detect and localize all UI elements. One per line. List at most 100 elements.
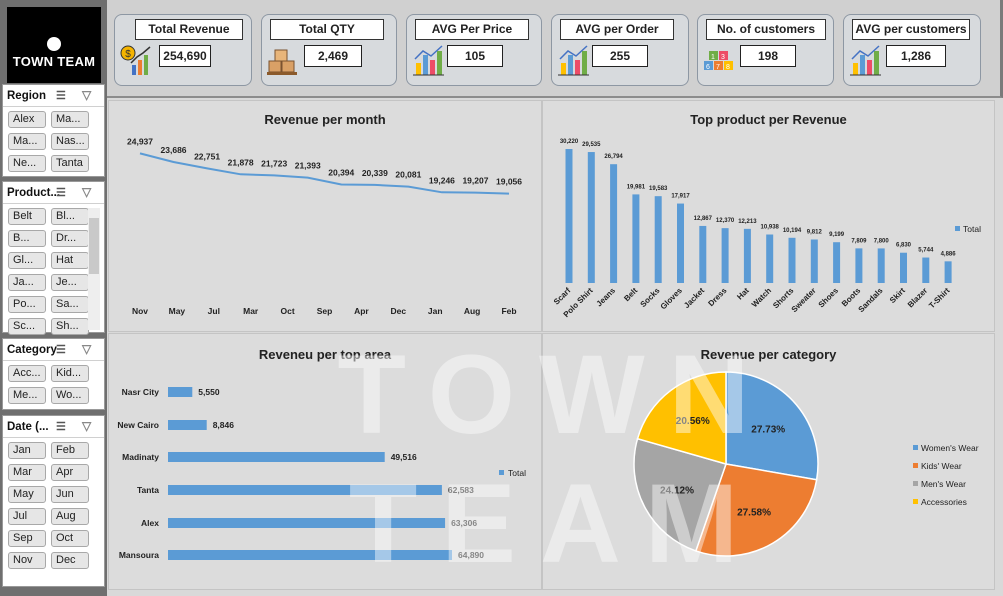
tick-label: Mar (243, 306, 259, 316)
slicer-chip[interactable]: Alex (8, 111, 46, 128)
bar (877, 248, 885, 283)
slicer-chip[interactable]: Gl... (8, 252, 46, 269)
slicer-chip[interactable]: Ne... (8, 155, 46, 172)
slice-label: 27.73% (751, 424, 785, 435)
slicer-chip[interactable]: Je... (51, 274, 89, 291)
data-label: 19,056 (496, 177, 522, 187)
line-chart: 24,937 23,686 22,751 21,878 21,723 21,393 20,3… (127, 136, 522, 316)
legend-label: Total (963, 224, 981, 234)
slicer-chip[interactable]: Aug (51, 508, 89, 525)
slicer-scrollbar[interactable] (88, 208, 100, 330)
slicer-chip[interactable]: Ja... (8, 274, 46, 291)
svg-text:1: 1 (711, 54, 715, 61)
category-label: Alex (141, 518, 159, 528)
multi-select-icon[interactable]: ☰ (56, 90, 66, 102)
slicer-chip[interactable]: Ma... (51, 111, 89, 128)
clear-filter-icon[interactable]: ▽ (82, 342, 92, 356)
bar (900, 252, 907, 283)
slicer-chip[interactable]: Jan (8, 442, 46, 459)
data-label: 21,723 (261, 158, 287, 168)
multi-select-icon[interactable]: ☰ (56, 421, 66, 433)
sidebar: TOWN TEAM Region ☰ ▽ Alex Ma... Ma... Nas... N… (0, 0, 107, 596)
slicer-chip[interactable]: Dr... (51, 230, 89, 247)
data-label: 62,583 (448, 485, 474, 495)
clear-filter-icon[interactable]: ▽ (82, 185, 92, 199)
slicer-chip[interactable]: Apr (51, 464, 89, 481)
bar (168, 550, 452, 560)
bar (833, 242, 841, 283)
slicer-chip[interactable]: Mar (8, 464, 46, 481)
slicer-chip[interactable]: Sh... (51, 318, 89, 335)
slicer-chip[interactable]: Nov (8, 552, 46, 569)
tick-label: Shoes (817, 286, 841, 310)
slicer-chip[interactable]: Sc... (8, 318, 46, 335)
slicer-chip[interactable]: Wo... (51, 387, 89, 404)
svg-text:$: $ (125, 49, 131, 60)
data-label: 12,213 (738, 219, 757, 225)
slicer-chip[interactable]: Me... (8, 387, 46, 404)
bar (654, 196, 662, 283)
slicer-chip[interactable]: Kid... (51, 365, 89, 382)
slicer-chip[interactable]: Tanta (51, 155, 89, 172)
tick-label: Gloves (659, 286, 685, 312)
bar-chart-icon (411, 43, 445, 77)
legend-swatch (499, 470, 504, 475)
tick-label: Feb (501, 306, 516, 316)
data-label: 63,306 (451, 518, 477, 528)
slicer-chip[interactable]: B... (8, 230, 46, 247)
slicer-chip[interactable]: May (8, 486, 46, 503)
slice-label: 20.56% (676, 416, 710, 427)
tick-label: Dec (391, 306, 407, 316)
clear-filter-icon[interactable]: ▽ (82, 88, 92, 102)
slicer-chip[interactable]: Feb (51, 442, 89, 459)
bar (610, 164, 618, 283)
legend-label: Women's Wear (921, 443, 979, 453)
slicer-chip[interactable]: Ma... (8, 133, 46, 150)
slicer-chip[interactable]: Jun (51, 486, 89, 503)
slicer-chip[interactable]: Sa... (51, 296, 89, 313)
data-label: 19,583 (649, 186, 668, 192)
bar (587, 152, 595, 283)
slice-label: 27.58% (737, 508, 771, 519)
kpi-value: 254,690 (159, 45, 211, 67)
data-label: 22,751 (194, 151, 220, 161)
data-label: 19,981 (627, 184, 646, 190)
multi-select-icon[interactable]: ☰ (56, 187, 66, 199)
category-label: Madinaty (122, 452, 159, 462)
slicer-chip[interactable]: Po... (8, 296, 46, 313)
slicer-chip[interactable]: Jul (8, 508, 46, 525)
tick-label: Sandals (857, 286, 885, 314)
slicer-chip[interactable]: Bl... (51, 208, 89, 225)
tick-label: Jacket (682, 286, 706, 310)
slicer-chip[interactable]: Dec (51, 552, 89, 569)
data-label: 5,744 (918, 248, 934, 254)
data-label: 4,886 (941, 251, 957, 257)
category-label: New Cairo (117, 420, 159, 430)
bar (168, 452, 385, 462)
kpi-title: No. of customers (706, 19, 826, 40)
data-label: 49,516 (391, 452, 417, 462)
svg-text:3: 3 (721, 54, 725, 61)
scrollbar-thumb[interactable] (89, 218, 99, 274)
slicer-chip[interactable]: Belt (8, 208, 46, 225)
clear-filter-icon[interactable]: ▽ (82, 419, 92, 433)
data-label: 21,878 (228, 157, 254, 167)
legend-label: Kids' Wear (921, 461, 962, 471)
slicer-chip[interactable]: Hat (51, 252, 89, 269)
multi-select-icon[interactable]: ☰ (56, 344, 66, 356)
slicer-chip[interactable]: Acc... (8, 365, 46, 382)
slicer-chip[interactable]: Nas... (51, 133, 89, 150)
slicer-title: Region (7, 89, 46, 102)
tick-label: Jul (208, 306, 220, 316)
data-label: 20,081 (395, 170, 421, 180)
tick-label: Skirt (888, 286, 907, 305)
slicer-chip[interactable]: Oct (51, 530, 89, 547)
tick-label: Scarf (552, 286, 573, 307)
tick-label: Jeans (595, 286, 618, 309)
kpi-card: AVG per customers 1,286 (843, 14, 981, 86)
tick-label: Sweater (790, 286, 818, 314)
data-label: 8,846 (213, 420, 235, 430)
slicer-chip[interactable]: Sep (8, 530, 46, 547)
kpi-value: 198 (740, 45, 796, 67)
